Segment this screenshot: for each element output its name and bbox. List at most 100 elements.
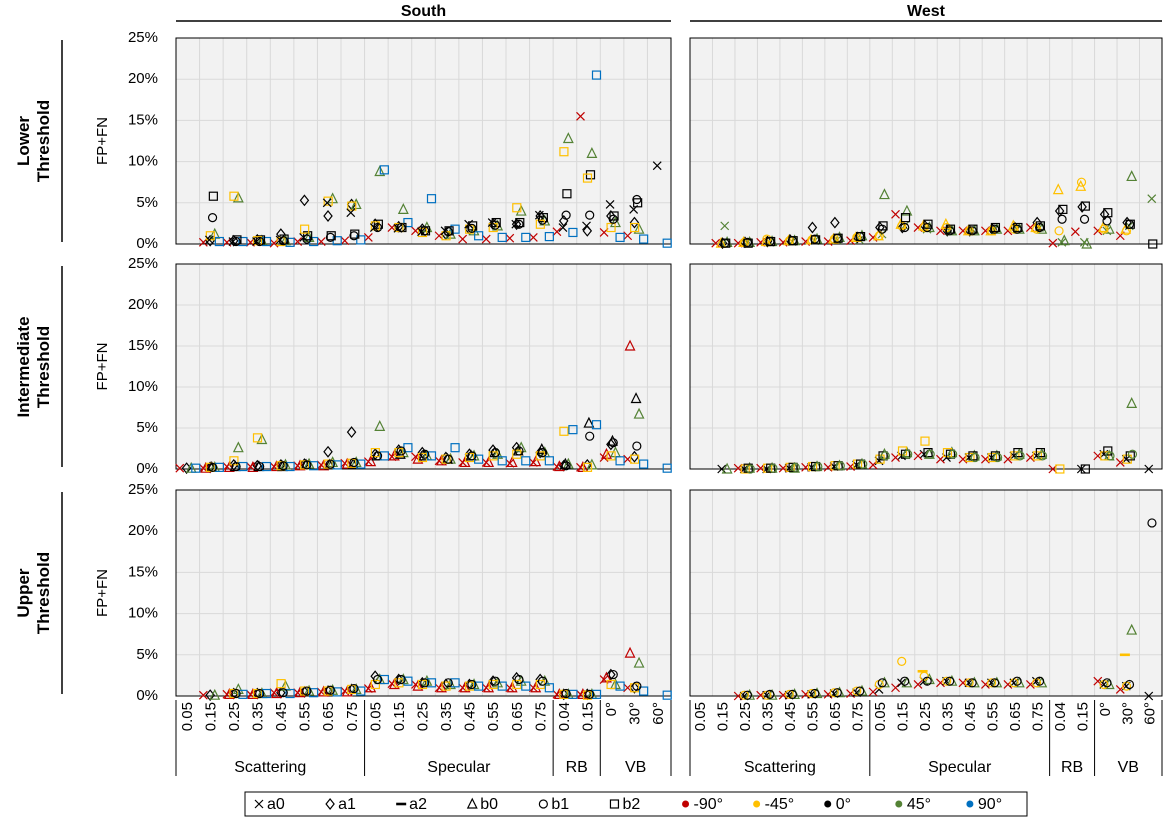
group-label: Scattering — [744, 759, 816, 776]
marker-b0 — [721, 462, 733, 474]
row-label: Lower Threshold — [14, 99, 53, 183]
marker-b1 — [467, 223, 477, 233]
marker-b1 — [302, 460, 312, 470]
plot-area — [176, 264, 671, 469]
marker-b2 — [585, 170, 596, 180]
marker-b2 — [417, 679, 428, 690]
y-tick-label: 5% — [136, 194, 158, 211]
marker-b2 — [332, 687, 342, 697]
marker-b2 — [990, 451, 1001, 461]
marker-a0 — [363, 232, 373, 242]
marker-b1 — [349, 457, 359, 468]
marker-b1 — [302, 234, 312, 244]
marker-b2 — [300, 224, 310, 234]
marker-b0 — [1126, 623, 1138, 635]
marker-a1 — [1032, 216, 1042, 229]
plot-area — [176, 490, 671, 696]
marker-b2 — [606, 451, 616, 461]
marker-b1 — [632, 441, 642, 451]
marker-b1 — [739, 690, 749, 700]
marker-b2 — [1103, 446, 1113, 456]
marker-b2 — [426, 451, 437, 461]
marker-b2 — [521, 681, 531, 691]
marker-b1 — [742, 690, 752, 700]
marker-b2 — [521, 456, 531, 466]
plot-border — [175, 489, 672, 697]
y-tick-label: 25% — [128, 481, 158, 498]
x-tick-label: 0.25 — [917, 702, 934, 731]
marker-b2 — [252, 433, 263, 443]
marker-a0 — [511, 219, 521, 229]
marker-a0 — [198, 690, 208, 700]
marker-b1 — [835, 461, 845, 471]
x-tick-label: 0.05 — [179, 702, 196, 731]
marker-b2 — [630, 454, 640, 464]
marker-b1 — [537, 676, 548, 686]
legend-marker — [254, 799, 264, 809]
marker-b0 — [412, 679, 424, 691]
marker-b0 — [1126, 397, 1138, 408]
marker-b2 — [544, 456, 554, 466]
marker-b2 — [568, 425, 578, 435]
plot-border — [689, 489, 1163, 697]
marker-b2 — [662, 690, 672, 700]
marker-a0 — [340, 236, 350, 246]
marker-b2 — [370, 679, 380, 690]
marker-b1 — [278, 461, 288, 471]
marker-b1 — [467, 679, 477, 690]
marker-b1 — [632, 681, 642, 691]
x-tick-label: 0.65 — [1007, 702, 1024, 731]
marker-b0 — [633, 656, 645, 668]
marker-b0 — [583, 416, 595, 428]
group-label: VB — [1118, 759, 1139, 776]
marker-a1 — [606, 438, 616, 451]
marker-b2 — [332, 460, 342, 470]
marker-b2 — [1080, 464, 1090, 474]
row-label: Upper Threshold — [14, 551, 53, 635]
x-tick-label: 0.05 — [872, 702, 889, 731]
marker-a0 — [481, 234, 491, 244]
marker-b2 — [426, 678, 437, 688]
marker-b0 — [1058, 234, 1070, 246]
marker-b0 — [256, 433, 268, 445]
marker-b1 — [255, 688, 265, 699]
x-tick-label: 60° — [650, 702, 667, 725]
x-tick-label: 0.15 — [715, 702, 732, 731]
legend-marker — [753, 800, 761, 808]
y-tick-label: 0% — [136, 460, 158, 477]
marker-b0 — [562, 132, 574, 144]
marker-b1 — [832, 688, 842, 698]
group-label: Scattering — [234, 759, 306, 776]
marker-b0 — [365, 681, 377, 693]
marker-b1 — [443, 454, 453, 464]
x-tick-label: 0.45 — [962, 702, 979, 731]
marker-b2 — [662, 463, 672, 473]
marker-b2 — [261, 461, 272, 472]
marker-b1 — [207, 462, 218, 472]
marker-b2 — [559, 426, 569, 436]
marker-b2 — [1032, 451, 1042, 461]
marker-b1 — [897, 656, 907, 666]
marker-b1 — [514, 674, 524, 685]
marker-a0 — [891, 683, 900, 693]
x-tick-label: 0.35 — [939, 702, 956, 731]
marker-b1 — [852, 686, 862, 696]
marker-b1 — [255, 236, 265, 247]
marker-a0 — [576, 111, 585, 121]
marker-a1 — [205, 234, 215, 247]
marker-b2 — [512, 679, 522, 690]
marker-b1 — [396, 446, 406, 456]
x-tick-label: 0.15 — [579, 702, 596, 731]
marker-b1 — [813, 461, 823, 472]
marker-b0 — [365, 455, 377, 467]
marker-a0 — [629, 204, 639, 214]
plot-area — [690, 264, 1162, 469]
marker-b1 — [537, 215, 548, 225]
plot-border — [175, 263, 672, 470]
x-tick-label: 0.15 — [202, 702, 219, 731]
marker-b1 — [903, 449, 913, 459]
marker-b1 — [608, 669, 618, 680]
marker-b1 — [1099, 224, 1109, 234]
marker-a1 — [346, 426, 357, 439]
marker-b1 — [207, 213, 218, 223]
